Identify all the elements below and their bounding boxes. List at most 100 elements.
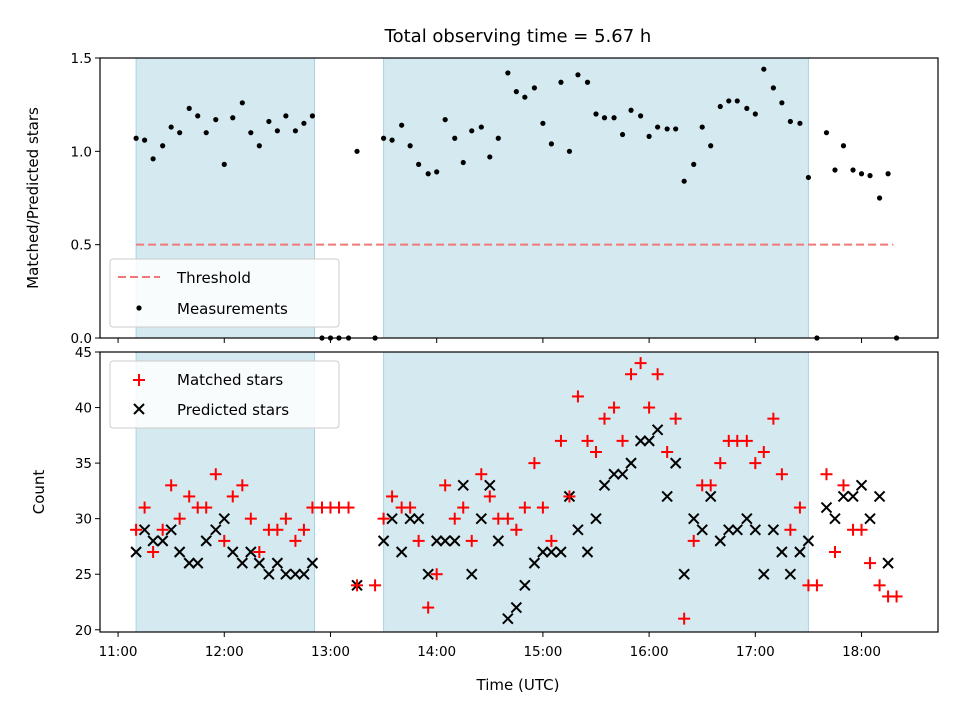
predicted-star-point — [643, 435, 655, 447]
predicted-star-point — [306, 557, 319, 569]
measurement-point — [399, 122, 405, 128]
y-tick-label: 0.0 — [71, 331, 92, 347]
matched-star-point — [297, 523, 310, 536]
measurement-point — [717, 103, 723, 110]
matched-star-point — [669, 412, 682, 425]
predicted-star-point — [492, 535, 504, 547]
measurement-point — [248, 130, 254, 136]
matched-star-point — [457, 501, 470, 514]
measurement-point — [513, 89, 519, 95]
measurement-point — [407, 143, 413, 149]
predicted-star-point — [377, 535, 390, 547]
measurement-point — [876, 195, 883, 201]
shaded-interval — [383, 351, 809, 633]
matched-star-point — [209, 468, 222, 481]
matched-star-point — [183, 490, 196, 503]
measurement-point — [752, 111, 758, 117]
y-tick-label: 20 — [75, 623, 92, 639]
matched-star-point — [873, 579, 886, 592]
matched-star-point — [634, 357, 647, 370]
matched-star-point — [518, 501, 531, 514]
top-legend-box — [109, 258, 340, 328]
matched-star-point — [714, 457, 727, 470]
matched-star-point — [651, 368, 664, 381]
matched-star-point — [510, 523, 523, 536]
measurement-point — [301, 120, 307, 126]
matched-star-point — [147, 546, 160, 558]
matched-star-point — [775, 468, 788, 481]
measurement-point — [787, 118, 793, 125]
matched-star-point — [571, 390, 584, 403]
predicted-star-point — [882, 557, 894, 569]
measurement-point — [266, 118, 272, 125]
matched-star-point — [173, 512, 186, 525]
top-y-ticks: 0.0 0.5 1.0 1.5 — [71, 51, 100, 347]
predicted-star-point — [192, 557, 204, 569]
measurement-point — [256, 143, 262, 149]
matched-star-point — [545, 534, 558, 547]
predicted-star-point — [439, 535, 451, 547]
predicted-star-point — [581, 546, 594, 558]
predicted-star-point — [864, 512, 876, 525]
predicted-star-point — [263, 568, 275, 580]
predicted-star-point — [705, 490, 717, 503]
matched-star-point — [483, 490, 496, 503]
measurement-point — [761, 66, 767, 72]
measurement-point — [203, 130, 209, 136]
predicted-star-point — [634, 435, 647, 447]
matched-star-point — [855, 523, 868, 536]
predicted-star-point — [598, 479, 611, 492]
predicted-star-point — [837, 490, 850, 503]
matched-star-point — [244, 512, 257, 525]
matched-star-point — [404, 501, 417, 514]
matched-star-point — [138, 501, 151, 514]
measurement-point — [664, 126, 670, 132]
predicted-star-point — [227, 546, 239, 558]
measurement-point — [478, 124, 484, 130]
predicted-star-point — [572, 524, 584, 536]
measurement-point — [505, 70, 511, 76]
measurement-point — [691, 161, 697, 167]
predicted-star-point — [741, 512, 753, 525]
measurement-point — [522, 94, 528, 100]
predicted-star-point — [784, 568, 797, 580]
top-y-axis-label: Matched/Predicted stars — [24, 107, 42, 289]
top-plot-frame — [99, 57, 939, 339]
predicted-star-point — [555, 546, 567, 558]
matched-star-point — [643, 401, 656, 414]
x-tick-label: 16:00 — [630, 644, 669, 660]
matched-star-point — [465, 534, 478, 547]
predicted-star-point — [395, 546, 408, 558]
measurement-point — [681, 178, 687, 184]
predicted-star-point — [802, 535, 815, 547]
y-tick-label: 1.0 — [71, 144, 92, 160]
predicted-star-point — [253, 557, 266, 569]
predicted-star-point — [669, 457, 682, 469]
matched-star-point — [740, 434, 753, 447]
matched-star-point — [554, 434, 567, 447]
measurement-point — [840, 143, 847, 149]
measurement-point — [593, 111, 599, 117]
predicted-star-point — [200, 535, 212, 547]
predicted-star-point — [873, 490, 886, 503]
predicted-star-point — [678, 568, 690, 580]
measurement-point — [797, 120, 803, 126]
legend-threshold-label: Threshold — [176, 269, 251, 287]
measurement-point — [230, 115, 236, 121]
matched-star-point — [528, 457, 541, 470]
matched-star-point — [828, 546, 841, 558]
measurement-point — [619, 131, 626, 138]
y-tick-label: 1.5 — [71, 51, 92, 67]
matched-star-point — [625, 368, 638, 381]
matched-star-point — [289, 534, 302, 547]
matched-star-point — [422, 601, 435, 614]
y-tick-label: 40 — [75, 401, 92, 417]
matched-star-point — [165, 479, 178, 492]
predicted-star-point — [386, 512, 398, 525]
measurement-point — [416, 161, 422, 167]
legend-predicted-swatch — [133, 403, 145, 415]
matched-star-point — [590, 446, 603, 458]
bottom-shaded-intervals — [135, 351, 809, 633]
predicted-star-point — [794, 546, 806, 558]
